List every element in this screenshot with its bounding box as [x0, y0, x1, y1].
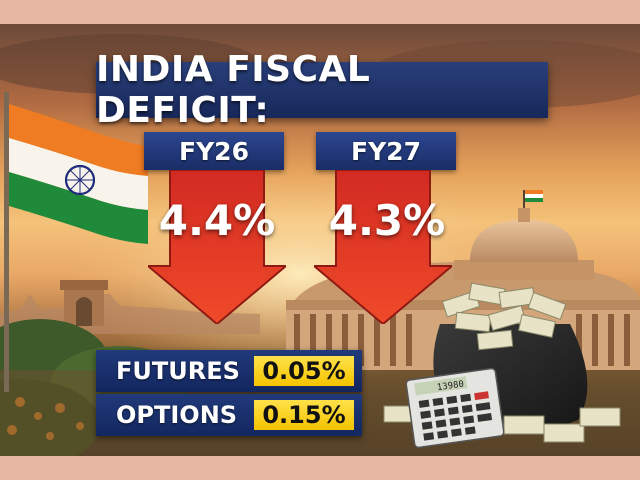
fy26-deficit-value: 4.4% [158, 196, 276, 245]
fy27-deficit-value: 4.3% [328, 196, 446, 245]
options-row: OPTIONS 0.15% [96, 394, 362, 436]
options-label: OPTIONS [116, 401, 238, 429]
fy27-year: FY27 [351, 136, 421, 166]
calculator-icon: 13980 [405, 367, 505, 449]
futures-label: FUTURES [116, 357, 240, 385]
fy26-year: FY26 [179, 136, 249, 166]
fy26-label-tab: FY26 [144, 132, 284, 170]
india-flag-icon [4, 92, 148, 392]
fy27-label-tab: FY27 [316, 132, 456, 170]
futures-value: 0.05% [254, 356, 354, 386]
calculator-display: 13980 [436, 380, 464, 394]
small-flag-icon [525, 190, 543, 202]
futures-row: FUTURES 0.05% [96, 350, 362, 392]
down-arrow-icon [148, 170, 286, 324]
headline: INDIA FISCAL DEFICIT: [96, 49, 371, 131]
infographic: 13980 INDIA FISCAL DEFICIT: FY26 FY27 [0, 24, 640, 456]
options-value: 0.15% [254, 400, 354, 430]
background-scene: 13980 [0, 34, 640, 456]
india-gate [60, 280, 108, 326]
headline-banner: INDIA FISCAL DEFICIT: [96, 49, 548, 131]
down-arrow-icon [314, 170, 452, 324]
